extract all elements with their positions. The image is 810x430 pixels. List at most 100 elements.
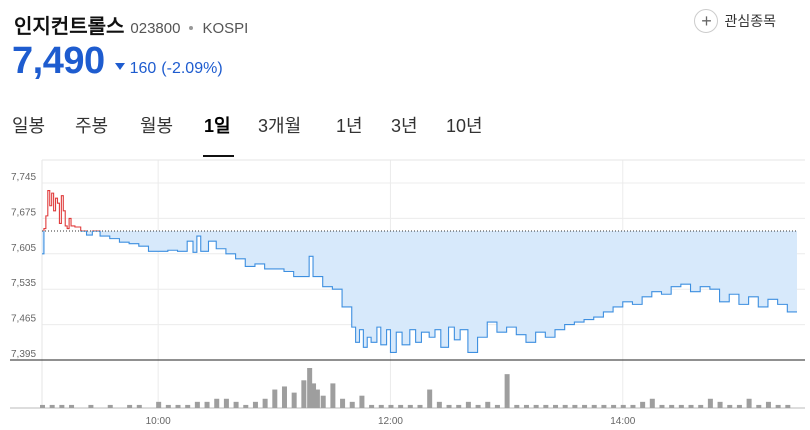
volume-bar: [127, 404, 133, 408]
market-label: KOSPI: [202, 20, 249, 37]
tab-1-year[interactable]: 1년: [336, 116, 363, 136]
volume-bar: [591, 404, 597, 408]
volume-bar: [136, 404, 142, 408]
volume-bar: [301, 380, 307, 408]
price-line-below: [42, 231, 797, 353]
volume-bar: [688, 404, 694, 408]
volume-bar: [601, 404, 607, 408]
volume-bar: [746, 398, 752, 408]
y-tick-label: 7,605: [11, 243, 36, 254]
volume-bar: [775, 404, 781, 408]
plus-icon: +: [694, 9, 719, 33]
volume-bar: [572, 404, 578, 408]
change-percent: (-2.09%): [161, 60, 223, 77]
volume-bar: [543, 404, 549, 408]
tab-3-months[interactable]: 3개월: [258, 116, 302, 136]
tab-10-years[interactable]: 10년: [446, 116, 483, 136]
volume-bar: [369, 404, 375, 408]
volume-bar: [553, 404, 559, 408]
tab-1-day[interactable]: 1일: [204, 116, 231, 136]
y-tick-label: 7,745: [11, 172, 36, 183]
volume-bar: [485, 401, 491, 408]
volume-bar: [378, 404, 384, 408]
tab-weekly-candle[interactable]: 주봉: [75, 116, 109, 136]
x-tick-label: 12:00: [378, 416, 403, 427]
current-price: 7,490: [12, 40, 105, 82]
down-triangle-icon: [114, 63, 125, 70]
volume-bar: [727, 404, 733, 408]
separator-dot: [189, 26, 194, 30]
volume-bar: [165, 404, 171, 408]
stock-title-row: 인지컨트롤스 023800 KOSPI: [14, 10, 248, 39]
volume-bar: [194, 401, 200, 408]
add-favorite-button[interactable]: + 관심종목: [694, 9, 776, 33]
volume-bar: [243, 404, 249, 408]
volume-bar: [204, 401, 210, 408]
volume-bar: [417, 404, 423, 408]
volume-bar: [669, 404, 675, 408]
tab-daily-candle[interactable]: 일봉: [12, 116, 46, 136]
price-row: 7,490 160 (-2.09%): [12, 40, 223, 83]
volume-bar: [49, 404, 55, 408]
volume-bar: [262, 398, 268, 408]
price-lines: [42, 190, 797, 353]
volume-bar: [272, 389, 278, 408]
x-tick-label: 10:00: [146, 416, 171, 427]
volume-bar: [582, 404, 588, 408]
tab-3-years[interactable]: 3년: [391, 116, 418, 136]
tab-monthly-candle[interactable]: 월봉: [140, 116, 174, 136]
volume-bar: [281, 386, 287, 408]
y-axis-labels: 7,395 7,465 7,535 7,605 7,675 7,745: [11, 172, 36, 360]
volume-bar: [307, 368, 313, 408]
volume-bar: [785, 404, 791, 408]
volume-bar: [736, 404, 742, 408]
stock-code: 023800: [130, 20, 181, 37]
volume-bar: [446, 404, 452, 408]
volume-bar: [107, 404, 113, 408]
volume-bar: [320, 395, 326, 408]
volume-bar: [330, 383, 336, 408]
volume-bar: [640, 401, 646, 408]
volume-bars: [40, 368, 791, 408]
volume-bar: [252, 401, 258, 408]
volume-bar: [233, 401, 239, 408]
volume-bar: [407, 404, 413, 408]
stock-name: 인지컨트롤스: [14, 16, 125, 38]
volume-bar: [707, 398, 713, 408]
volume-bar: [388, 404, 394, 408]
y-tick-label: 7,465: [11, 314, 36, 325]
y-tick-label: 7,535: [11, 278, 36, 289]
volume-bar: [756, 404, 762, 408]
x-tick-label: 14:00: [610, 416, 635, 427]
volume-bar: [340, 398, 346, 408]
volume-bar: [649, 398, 655, 408]
volume-bar: [436, 401, 442, 408]
volume-bar: [311, 383, 317, 408]
volume-bar: [523, 404, 529, 408]
volume-bar: [611, 404, 617, 408]
price-change: 160 (-2.09%): [114, 60, 223, 78]
volume-bar: [698, 404, 704, 408]
volume-bar: [175, 404, 181, 408]
volume-bar: [223, 398, 229, 408]
volume-bar: [514, 404, 520, 408]
volume-bar: [533, 404, 539, 408]
volume-bar: [359, 395, 365, 408]
x-axis-labels: 10:00 12:00 14:00: [146, 416, 636, 427]
volume-bar: [88, 404, 94, 408]
volume-bar: [659, 404, 665, 408]
price-area: [42, 231, 797, 353]
volume-bar: [475, 404, 481, 408]
volume-bar: [40, 404, 45, 408]
volume-bar: [717, 401, 723, 408]
volume-bar: [494, 404, 500, 408]
volume-bar: [465, 401, 471, 408]
volume-bar: [427, 389, 433, 408]
volume-bar: [185, 404, 191, 408]
active-tab-indicator: [203, 155, 234, 157]
volume-bar: [504, 374, 510, 408]
volume-bar: [156, 401, 162, 408]
change-amount: 160: [129, 60, 157, 77]
y-tick-label: 7,395: [11, 349, 36, 360]
